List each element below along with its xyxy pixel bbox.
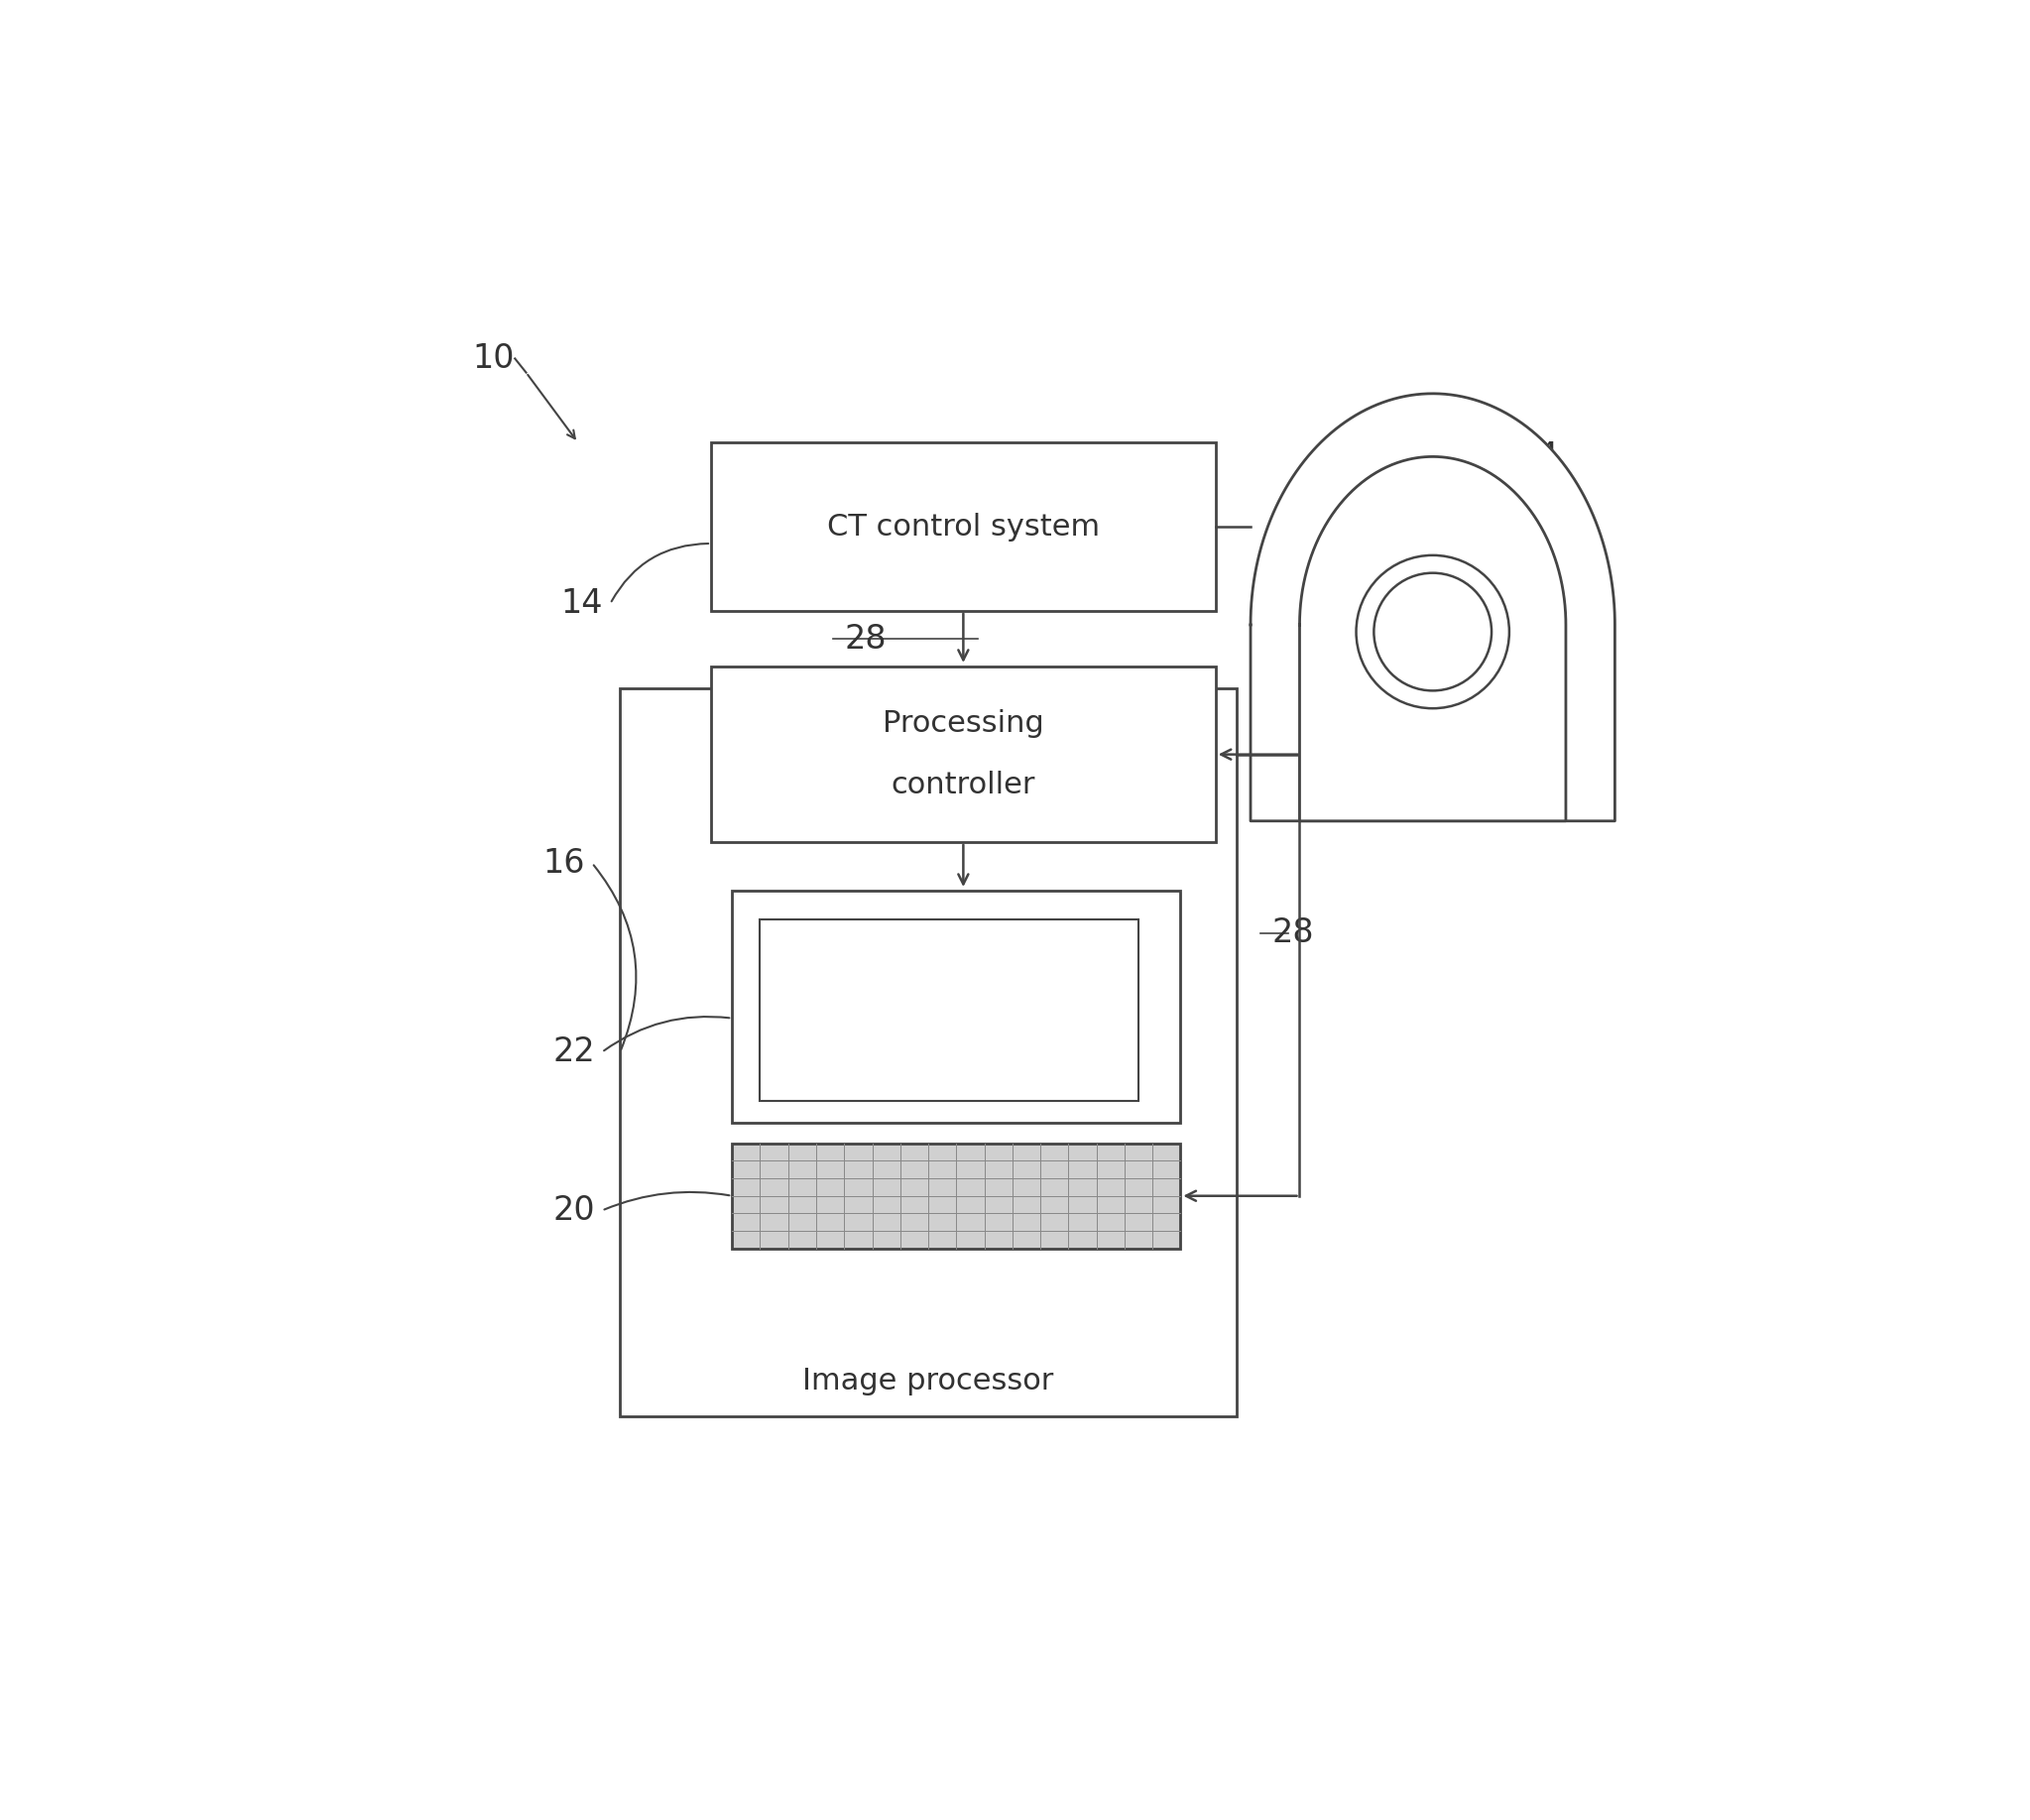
Text: 28: 28 <box>844 622 887 655</box>
Bar <box>710 666 1216 843</box>
Text: 22: 22 <box>552 1036 595 1068</box>
Text: CT control system: CT control system <box>826 511 1100 541</box>
Text: Processing: Processing <box>883 710 1043 737</box>
Bar <box>619 688 1236 1416</box>
Text: 28: 28 <box>1271 917 1313 950</box>
Circle shape <box>1374 573 1492 690</box>
Text: 14: 14 <box>560 588 603 621</box>
Polygon shape <box>1250 393 1616 821</box>
Bar <box>710 442 1216 612</box>
Text: 10: 10 <box>473 342 516 375</box>
Bar <box>733 1143 1181 1249</box>
Text: 24: 24 <box>1516 440 1559 473</box>
Circle shape <box>1356 555 1508 708</box>
Bar <box>733 892 1181 1123</box>
Polygon shape <box>1299 457 1565 821</box>
Text: 20: 20 <box>552 1194 595 1227</box>
Text: Image processor: Image processor <box>802 1367 1054 1396</box>
Text: controller: controller <box>891 772 1035 799</box>
Bar <box>759 919 1139 1101</box>
Text: 16: 16 <box>542 846 585 879</box>
Text: 12: 12 <box>1559 706 1602 739</box>
